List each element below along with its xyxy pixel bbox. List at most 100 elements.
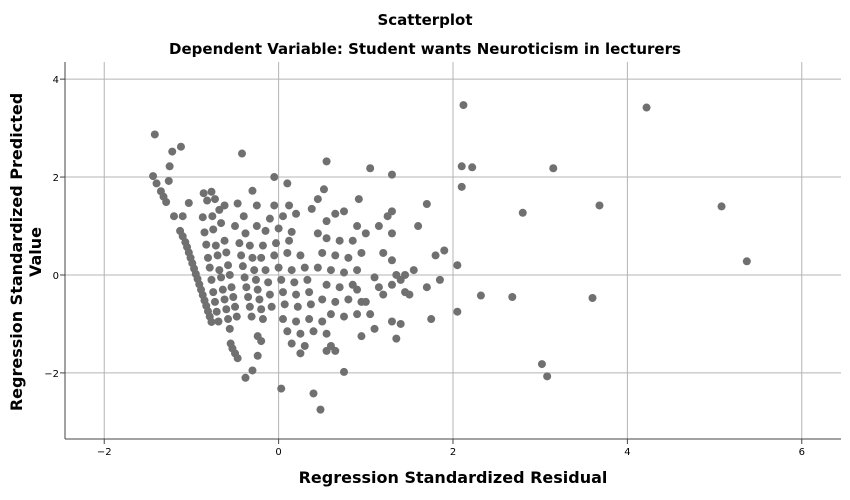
- data-point: [366, 310, 375, 319]
- data-point: [199, 189, 208, 198]
- data-point: [508, 293, 517, 302]
- data-point: [374, 222, 383, 231]
- data-point: [331, 346, 340, 355]
- data-point: [293, 302, 302, 311]
- y-tick-label: 4: [53, 75, 59, 86]
- data-point: [207, 187, 216, 196]
- data-point: [233, 354, 242, 363]
- data-point: [642, 103, 651, 112]
- data-point: [318, 248, 327, 257]
- data-point: [409, 266, 418, 275]
- data-point: [227, 283, 236, 292]
- data-point: [322, 329, 331, 338]
- data-point: [313, 195, 322, 204]
- data-point: [258, 241, 267, 250]
- data-point: [340, 367, 349, 376]
- data-point: [225, 324, 234, 333]
- data-point: [244, 293, 253, 302]
- data-point: [331, 297, 340, 306]
- data-point: [218, 285, 227, 294]
- data-point: [287, 227, 296, 236]
- data-point: [318, 317, 327, 326]
- data-point: [265, 290, 274, 299]
- data-point: [248, 186, 257, 195]
- data-point: [261, 226, 270, 235]
- data-point: [224, 315, 233, 324]
- data-point: [250, 266, 259, 275]
- data-point: [283, 179, 292, 188]
- data-point: [331, 251, 340, 260]
- data-point: [717, 202, 726, 211]
- data-point: [283, 248, 292, 257]
- data-point: [222, 305, 231, 314]
- x-tick-label: 4: [624, 447, 630, 458]
- data-point: [357, 248, 366, 257]
- data-point: [370, 324, 379, 333]
- data-point: [238, 262, 247, 271]
- data-point: [210, 195, 219, 204]
- data-point: [257, 305, 266, 314]
- data-point: [396, 319, 405, 328]
- data-point: [322, 157, 331, 166]
- data-point: [379, 290, 388, 299]
- data-point: [248, 253, 257, 262]
- data-point: [257, 253, 266, 262]
- data-point: [296, 251, 305, 260]
- data-point: [316, 405, 325, 414]
- gridlines: [65, 62, 841, 439]
- data-point: [220, 295, 229, 304]
- data-point: [207, 275, 216, 284]
- data-point: [353, 285, 362, 294]
- data-point: [405, 290, 414, 299]
- data-point: [353, 222, 362, 231]
- data-point: [205, 263, 214, 272]
- data-point: [322, 346, 331, 355]
- data-point: [595, 201, 604, 210]
- data-point: [742, 257, 751, 266]
- data-point: [309, 327, 318, 336]
- data-point: [258, 315, 267, 324]
- data-point: [453, 307, 462, 316]
- data-point: [318, 295, 327, 304]
- data-point: [440, 246, 449, 255]
- data-point: [257, 337, 266, 346]
- data-point: [213, 251, 222, 260]
- data-point: [340, 312, 349, 321]
- data-point: [278, 212, 287, 221]
- data-point: [322, 217, 331, 226]
- data-point: [203, 196, 212, 205]
- data-point: [518, 208, 527, 217]
- data-point: [255, 295, 264, 304]
- data-point: [225, 270, 234, 279]
- data-point: [457, 182, 466, 191]
- data-point: [247, 312, 256, 321]
- data-point: [335, 283, 344, 292]
- data-point: [307, 204, 316, 213]
- data-point: [217, 273, 226, 282]
- data-point: [305, 288, 314, 297]
- data-point: [290, 278, 299, 287]
- data-point: [422, 199, 431, 208]
- data-point: [274, 263, 283, 272]
- data-point: [210, 297, 219, 306]
- data-point: [231, 302, 240, 311]
- data-point: [459, 101, 468, 110]
- data-point: [326, 310, 335, 319]
- data-point: [272, 239, 281, 248]
- data-point: [277, 384, 286, 393]
- data-point: [168, 147, 177, 156]
- data-point: [208, 212, 217, 221]
- data-point: [309, 389, 318, 398]
- data-point: [348, 236, 357, 245]
- data-point: [303, 275, 312, 284]
- axes: [60, 62, 841, 444]
- x-tick-label: 2: [450, 447, 456, 458]
- data-point: [278, 288, 287, 297]
- data-point: [209, 288, 218, 297]
- data-point: [435, 275, 444, 284]
- data-point: [231, 222, 240, 231]
- data-point: [322, 234, 331, 243]
- data-point: [476, 291, 485, 300]
- data-point: [319, 185, 328, 194]
